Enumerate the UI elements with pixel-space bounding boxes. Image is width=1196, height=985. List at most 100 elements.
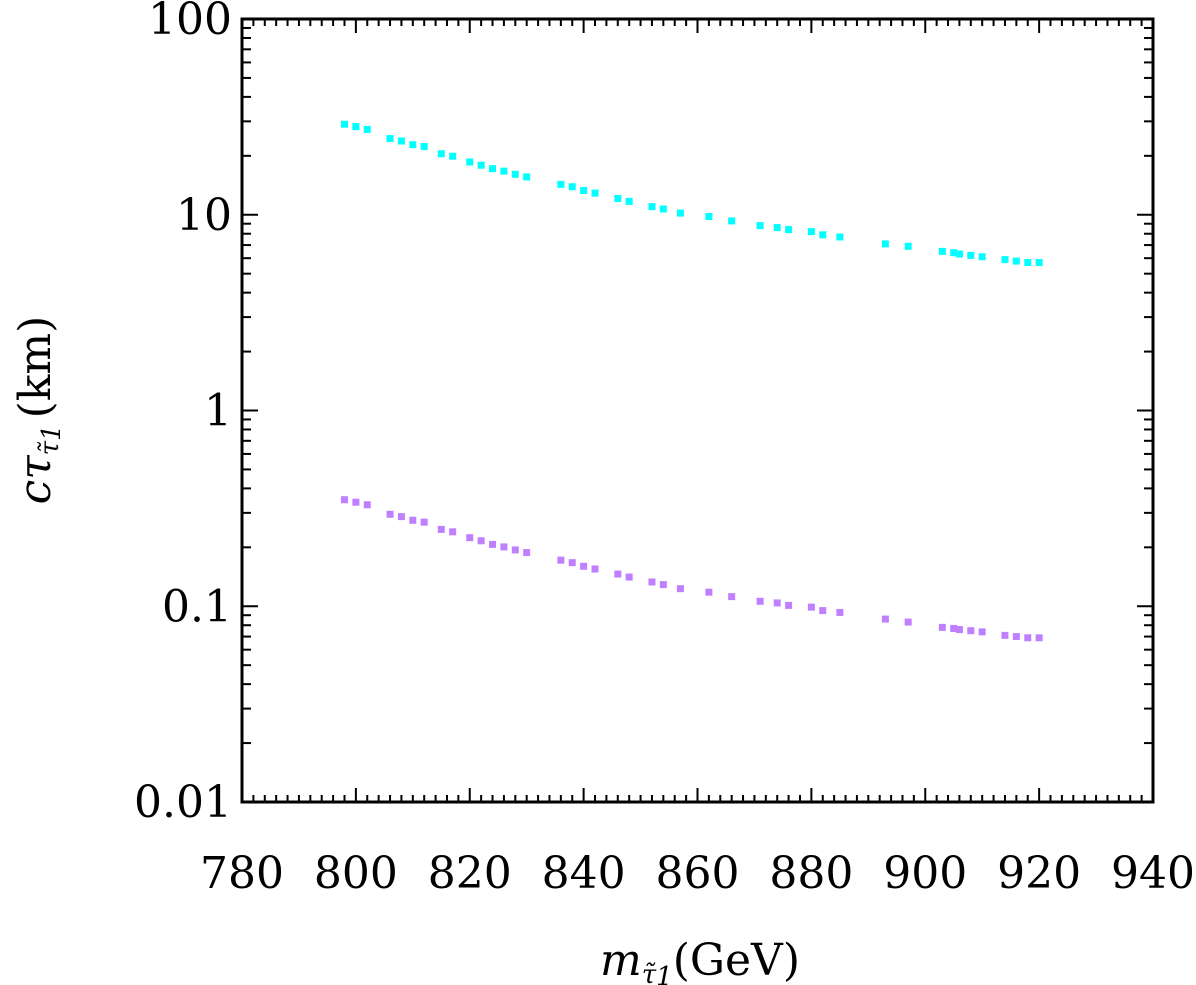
data-point-series-2	[950, 624, 958, 632]
y-tick-label: 0.01	[134, 777, 232, 828]
data-point-series-1	[500, 167, 508, 175]
data-point-series-1	[449, 152, 457, 160]
data-point-series-2	[511, 546, 519, 554]
data-point-series-1	[591, 189, 599, 197]
data-point-series-1	[1024, 259, 1032, 267]
data-point-series-2	[420, 518, 428, 526]
data-point-series-2	[881, 615, 889, 623]
data-point-series-1	[614, 195, 622, 203]
x-tick-label: 780	[200, 848, 284, 899]
data-point-series-1	[705, 212, 713, 220]
data-point-series-1	[938, 247, 946, 255]
data-point-series-2	[1001, 631, 1009, 639]
data-point-series-1	[836, 233, 844, 241]
data-point-series-1	[1035, 259, 1043, 267]
data-point-series-2	[386, 510, 394, 518]
data-point-series-1	[978, 253, 986, 261]
data-point-series-2	[836, 608, 844, 616]
data-point-series-2	[676, 585, 684, 593]
data-point-series-2	[648, 578, 656, 586]
data-point-series-2	[614, 570, 622, 578]
data-point-series-1	[409, 141, 417, 149]
data-point-series-1	[477, 161, 485, 169]
data-point-series-2	[967, 627, 975, 635]
data-point-series-1	[352, 123, 360, 131]
data-point-series-2	[340, 496, 348, 504]
data-point-series-2	[397, 513, 405, 521]
data-point-series-1	[819, 231, 827, 239]
data-point-series-1	[340, 120, 348, 128]
data-point-series-2	[625, 573, 633, 581]
x-tick-label: 880	[769, 848, 853, 899]
data-point-series-2	[785, 601, 793, 609]
data-point-series-2	[466, 534, 474, 542]
data-point-series-1	[756, 222, 764, 230]
data-point-series-1	[437, 150, 445, 158]
data-point-series-1	[557, 180, 565, 188]
data-point-series-2	[437, 525, 445, 533]
y-tick-label: 10	[176, 190, 232, 241]
data-point-series-2	[1035, 634, 1043, 642]
data-point-series-1	[773, 224, 781, 232]
axis-ticks	[241, 18, 1154, 803]
data-point-series-1	[955, 250, 963, 258]
data-point-series-2	[449, 528, 457, 536]
data-point-series-2	[1012, 633, 1020, 641]
data-point-series-2	[591, 565, 599, 573]
data-point-series-2	[978, 628, 986, 636]
x-tick-label: 940	[1111, 848, 1195, 899]
x-tick-label: 860	[656, 848, 740, 899]
x-tick-label: 820	[428, 848, 512, 899]
data-point-series-1	[728, 217, 736, 225]
data-point-series-1	[1001, 256, 1009, 264]
data-point-series-1	[523, 173, 531, 181]
data-point-series-1	[807, 228, 815, 236]
data-point-series-1	[676, 209, 684, 217]
y-tick-label: 1	[204, 386, 232, 437]
data-point-series-2	[955, 626, 963, 634]
x-tick-label: 840	[542, 848, 626, 899]
data-point-series-2	[352, 498, 360, 506]
y-axis-label: cττ̃1(km)	[10, 316, 67, 505]
data-point-series-1	[648, 203, 656, 211]
data-point-series-1	[625, 197, 633, 205]
data-point-series-2	[363, 501, 371, 509]
data-point-series-2	[659, 581, 667, 589]
data-point-series-2	[500, 543, 508, 551]
data-point-series-2	[904, 618, 912, 626]
data-point-series-1	[489, 165, 497, 173]
data-point-series-2	[938, 623, 946, 631]
data-point-series-2	[756, 597, 764, 605]
data-point-series-1	[1012, 257, 1020, 265]
data-point-series-2	[489, 540, 497, 548]
data-point-series-2	[819, 607, 827, 615]
data-points	[340, 120, 1043, 642]
data-point-series-1	[580, 187, 588, 195]
data-point-series-1	[420, 143, 428, 151]
data-point-series-2	[1024, 634, 1032, 642]
x-tick-label: 920	[997, 848, 1081, 899]
data-point-series-1	[904, 242, 912, 250]
data-point-series-1	[967, 251, 975, 259]
data-point-series-2	[773, 599, 781, 607]
data-point-series-2	[807, 603, 815, 611]
data-point-series-1	[363, 125, 371, 133]
data-point-series-2	[568, 559, 576, 567]
y-tick-labels: 0.01 0.1 1 10 100	[134, 0, 232, 828]
data-point-series-2	[580, 562, 588, 570]
y-tick-label: 0.1	[162, 581, 232, 632]
data-point-series-1	[785, 226, 793, 234]
x-tick-labels: 780 800 820 840 860 880 900 920 940	[200, 848, 1195, 899]
x-tick-label: 800	[314, 848, 398, 899]
y-tick-label: 100	[148, 0, 232, 45]
data-point-series-2	[557, 556, 565, 564]
data-point-series-2	[477, 537, 485, 545]
data-point-series-2	[523, 549, 531, 557]
plot-frame	[240, 17, 1155, 804]
data-point-series-2	[728, 593, 736, 601]
x-axis-label: mτ̃1(GeV)	[600, 935, 800, 985]
data-point-series-1	[950, 249, 958, 257]
data-point-series-2	[409, 516, 417, 524]
data-point-series-1	[386, 135, 394, 143]
